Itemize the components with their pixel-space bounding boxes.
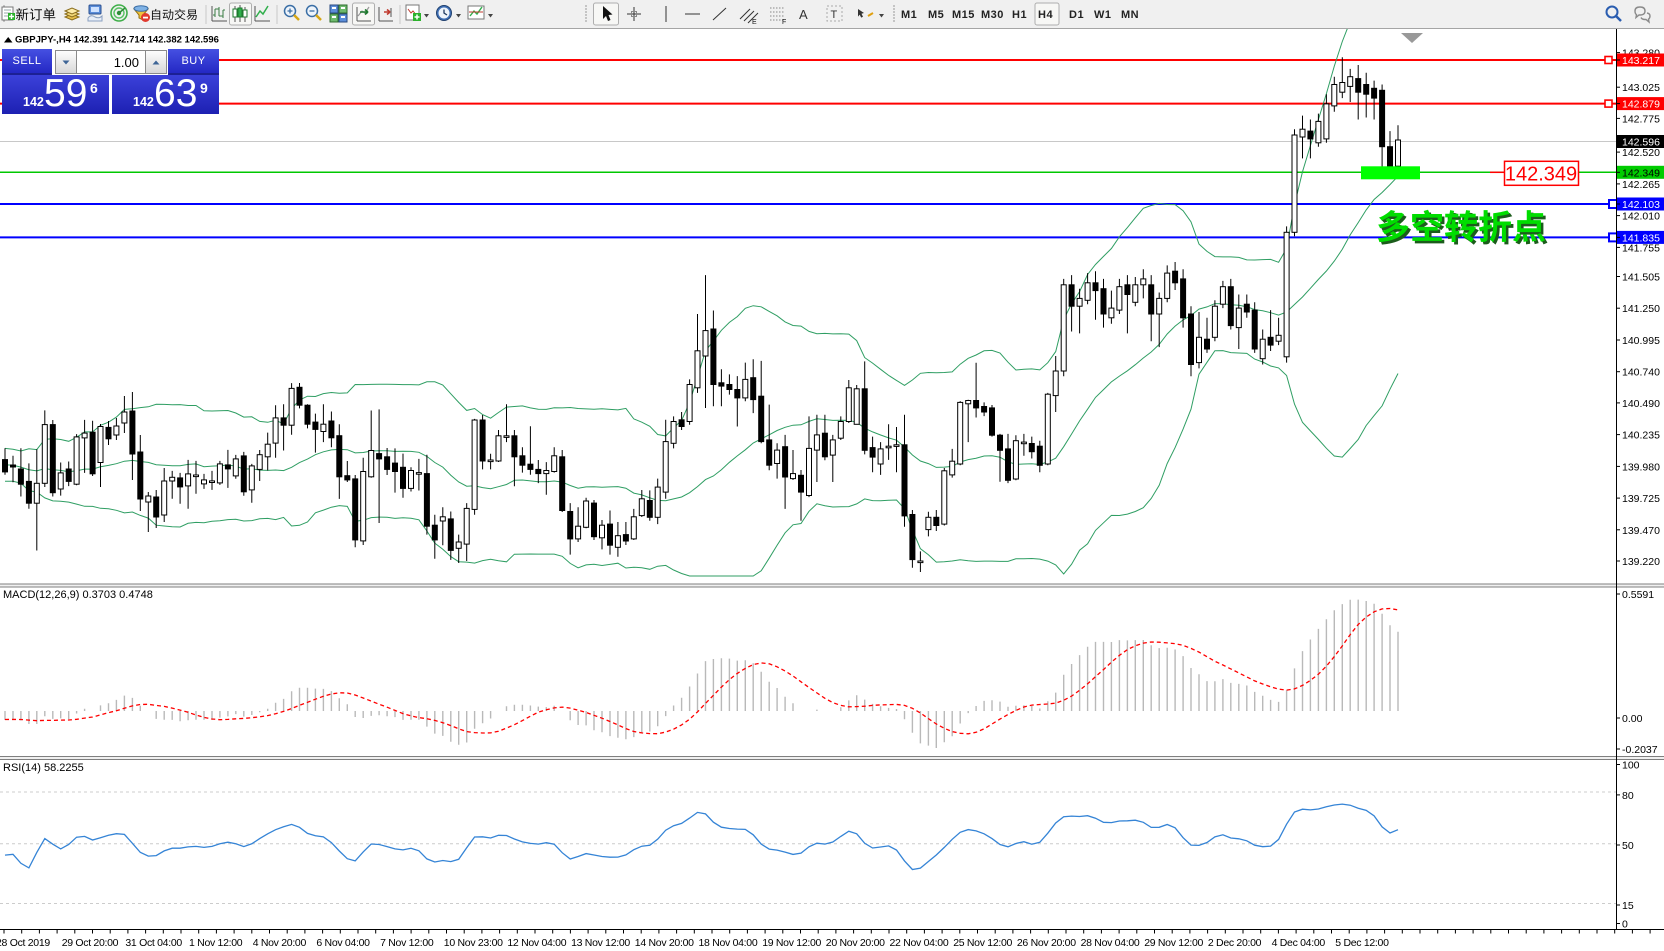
svg-text:143.025: 143.025 (1622, 82, 1660, 94)
svg-text:139.470: 139.470 (1622, 525, 1660, 537)
svg-text:1 Nov 12:00: 1 Nov 12:00 (189, 937, 243, 949)
svg-text:100: 100 (1622, 760, 1640, 772)
svg-text:6 Nov 04:00: 6 Nov 04:00 (316, 937, 370, 949)
svg-text:0.5591: 0.5591 (1622, 589, 1654, 601)
svg-text:142.879: 142.879 (1622, 99, 1660, 111)
svg-text:GBPJPY-,H4 142.391 142.714 14: GBPJPY-,H4 142.391 142.714 142.382 142.5… (15, 35, 219, 46)
svg-text:12 Nov 04:00: 12 Nov 04:00 (507, 937, 566, 949)
svg-text:13 Nov 12:00: 13 Nov 12:00 (571, 937, 630, 949)
svg-text:E: E (752, 19, 757, 26)
svg-text:22 Nov 04:00: 22 Nov 04:00 (890, 937, 949, 949)
svg-text:MACD(12,26,9) 0.3703 0.4748: MACD(12,26,9) 0.3703 0.4748 (3, 589, 153, 601)
svg-text:W1: W1 (1094, 9, 1112, 21)
svg-text:H4: H4 (1038, 9, 1053, 21)
svg-text:H1: H1 (1012, 9, 1027, 21)
svg-text:139.980: 139.980 (1622, 461, 1660, 473)
svg-text:29 Nov 12:00: 29 Nov 12:00 (1144, 937, 1203, 949)
svg-text:0.00: 0.00 (1622, 713, 1643, 725)
svg-text:140.235: 140.235 (1622, 430, 1660, 442)
svg-text:28 Nov 04:00: 28 Nov 04:00 (1081, 937, 1140, 949)
svg-text:142.775: 142.775 (1622, 113, 1660, 125)
svg-text:140.740: 140.740 (1622, 367, 1660, 379)
svg-text:31 Oct 04:00: 31 Oct 04:00 (125, 937, 182, 949)
svg-text:142.520: 142.520 (1622, 147, 1660, 159)
svg-text:29 Oct 20:00: 29 Oct 20:00 (62, 937, 119, 949)
svg-text:D1: D1 (1069, 9, 1084, 21)
svg-text:28 Oct 2019: 28 Oct 2019 (0, 937, 50, 949)
svg-text:141.835: 141.835 (1622, 232, 1660, 244)
svg-text:26 Nov 20:00: 26 Nov 20:00 (1017, 937, 1076, 949)
svg-text:142.103: 142.103 (1622, 199, 1660, 211)
svg-text:-0.2037: -0.2037 (1622, 744, 1658, 756)
svg-text:MN: MN (1121, 9, 1139, 21)
svg-text:141.250: 141.250 (1622, 303, 1660, 315)
svg-text:RSI(14) 58.2255: RSI(14) 58.2255 (3, 762, 84, 774)
svg-text:139.220: 139.220 (1622, 556, 1660, 568)
svg-text:19 Nov 12:00: 19 Nov 12:00 (762, 937, 821, 949)
svg-text:143.217: 143.217 (1622, 55, 1660, 67)
svg-text:T: T (831, 9, 838, 21)
svg-text:M15: M15 (952, 9, 975, 21)
svg-text:7 Nov 12:00: 7 Nov 12:00 (380, 937, 434, 949)
svg-text:2 Dec 20:00: 2 Dec 20:00 (1208, 937, 1262, 949)
svg-text:142.010: 142.010 (1622, 211, 1660, 223)
svg-text:141.755: 141.755 (1622, 242, 1660, 254)
svg-text:A: A (799, 7, 808, 22)
svg-text:142.596: 142.596 (1622, 137, 1660, 149)
svg-text:14 Nov 20:00: 14 Nov 20:00 (635, 937, 694, 949)
svg-text:M1: M1 (901, 9, 917, 21)
svg-text:80: 80 (1622, 790, 1634, 802)
svg-text:139.725: 139.725 (1622, 493, 1660, 505)
svg-text:141.505: 141.505 (1622, 272, 1660, 284)
svg-text:25 Nov 12:00: 25 Nov 12:00 (953, 937, 1012, 949)
svg-text:4 Dec 04:00: 4 Dec 04:00 (1272, 937, 1326, 949)
svg-text:M5: M5 (928, 9, 944, 21)
svg-text:F: F (782, 19, 786, 26)
svg-text:142.349: 142.349 (1505, 164, 1577, 186)
svg-text:142.265: 142.265 (1622, 179, 1660, 191)
svg-text:0: 0 (1622, 919, 1628, 931)
svg-text:15: 15 (1622, 900, 1634, 912)
svg-text:140.490: 140.490 (1622, 398, 1660, 410)
svg-text:18 Nov 04:00: 18 Nov 04:00 (699, 937, 758, 949)
svg-text:50: 50 (1622, 840, 1634, 852)
svg-text:10 Nov 23:00: 10 Nov 23:00 (444, 937, 503, 949)
svg-text:4 Nov 20:00: 4 Nov 20:00 (253, 937, 307, 949)
svg-text:142.349: 142.349 (1622, 167, 1660, 179)
svg-text:M30: M30 (981, 9, 1004, 21)
svg-text:5 Dec 12:00: 5 Dec 12:00 (1335, 937, 1389, 949)
svg-text:20 Nov 20:00: 20 Nov 20:00 (826, 937, 885, 949)
svg-text:140.995: 140.995 (1622, 335, 1660, 347)
